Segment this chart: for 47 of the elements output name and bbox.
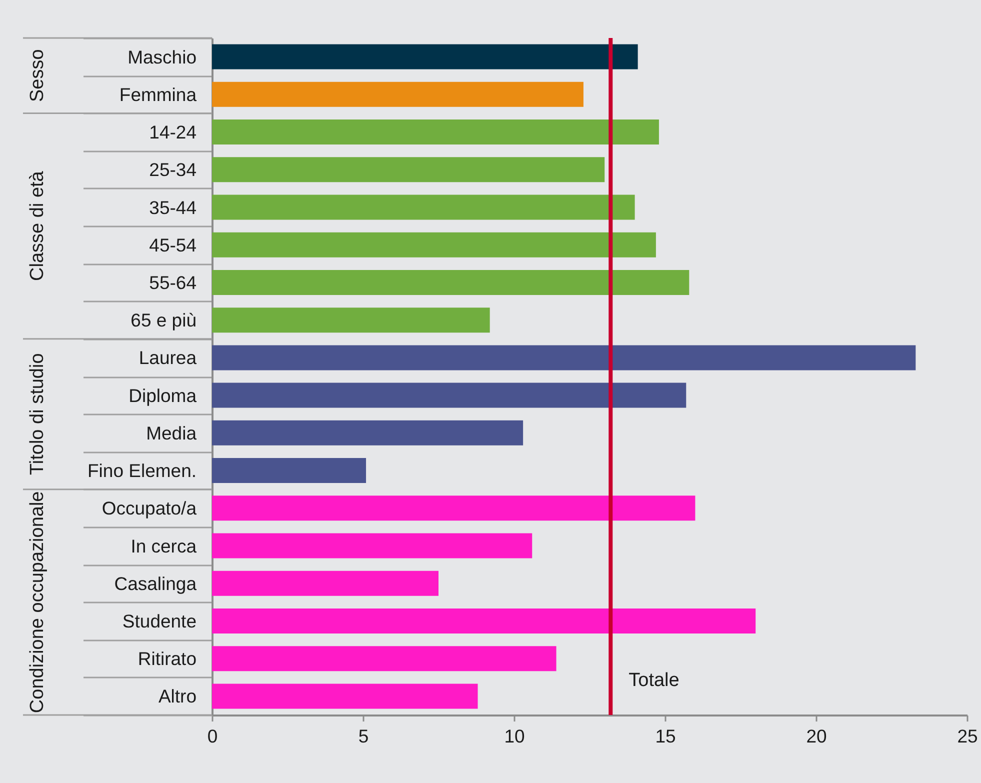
bar	[212, 533, 532, 558]
x-tick-label: 25	[957, 726, 978, 746]
bar	[212, 458, 366, 484]
y-tick-label: Media	[146, 422, 198, 444]
y-tick-label: 45-54	[149, 234, 196, 256]
y-tick-label: Occupato/a	[102, 498, 198, 519]
text: Condizione occupazionale	[27, 491, 48, 714]
y-tick-label: 25-34	[149, 159, 196, 180]
x-tick-label: 5	[358, 726, 369, 746]
y-tick-label: Fino Elemen.	[88, 460, 196, 482]
bar	[212, 570, 438, 596]
x-tick-label: 10	[504, 726, 525, 746]
y-tick-label: Studente	[122, 610, 196, 632]
bar	[212, 194, 635, 220]
x-tick-label: 0	[207, 726, 218, 746]
bar	[212, 496, 696, 521]
y-tick-label: Maschio	[128, 46, 196, 68]
y-tick-label: Laurea	[138, 347, 198, 368]
x-tick-label: 15	[655, 726, 676, 746]
bar	[212, 44, 638, 70]
y-tick-label: Altro	[158, 686, 196, 707]
y-tick-label: 65 e più	[130, 310, 196, 331]
text: Titolo di studio	[27, 353, 48, 476]
y-tick-label: Femmina	[119, 84, 198, 105]
bar	[212, 308, 490, 333]
y-tick-label: 14-24	[149, 122, 196, 143]
x-tick-label: 20	[806, 726, 827, 746]
bar	[212, 120, 659, 145]
bar	[212, 82, 584, 107]
y-tick-label: Ritirato	[138, 648, 196, 670]
bar	[212, 420, 524, 446]
y-tick-label: 35-44	[149, 196, 196, 218]
bar	[212, 232, 656, 258]
text: Sesso	[27, 49, 48, 102]
bar	[212, 684, 478, 709]
y-tick-label: In cerca	[130, 535, 198, 556]
y-tick-label: Casalinga	[114, 572, 198, 594]
y-tick-label: 55-64	[149, 272, 196, 293]
bar	[212, 345, 916, 370]
text: Classe di età	[27, 170, 48, 281]
bar	[212, 608, 756, 634]
bar	[212, 646, 556, 672]
bar	[212, 270, 690, 295]
bar	[212, 157, 605, 182]
ref-line-label: Totale	[628, 670, 680, 692]
bar	[212, 382, 686, 408]
y-tick-label: Diploma	[128, 384, 198, 406]
